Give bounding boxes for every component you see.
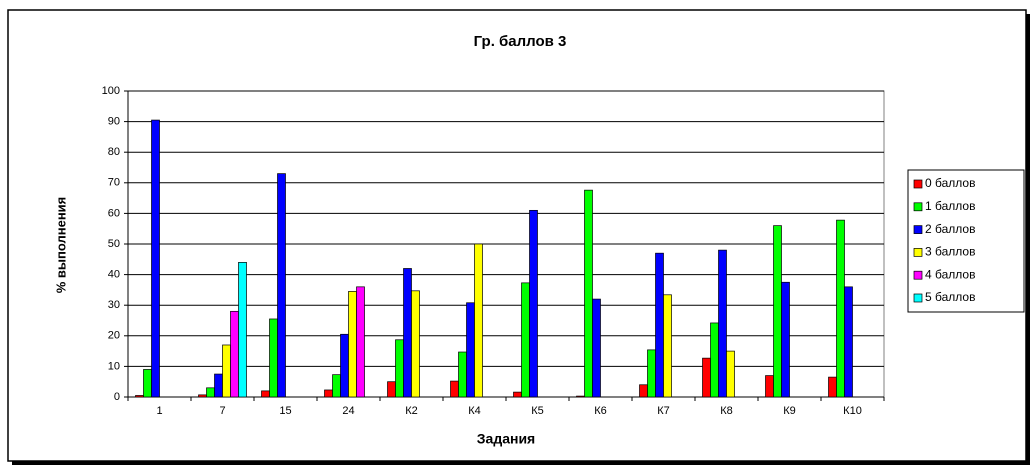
x-tick-label: К2 xyxy=(405,405,418,417)
legend-swatch xyxy=(913,270,923,280)
bar xyxy=(348,291,357,398)
bar xyxy=(513,391,522,398)
x-tick-label: 7 xyxy=(219,405,225,417)
legend-label: 0 баллов xyxy=(925,176,975,190)
bar xyxy=(458,351,467,398)
bar xyxy=(710,322,719,398)
bar xyxy=(450,380,459,398)
bar xyxy=(647,349,656,398)
x-tick-label: К7 xyxy=(657,405,670,417)
bar xyxy=(387,381,396,398)
bar xyxy=(261,390,270,398)
legend-swatch xyxy=(913,202,923,212)
bar xyxy=(773,225,782,398)
bar xyxy=(135,395,144,398)
bar xyxy=(765,375,774,398)
bar xyxy=(702,357,711,398)
x-tick-label: К5 xyxy=(531,405,544,417)
x-tick-label: 1 xyxy=(156,405,162,417)
bar xyxy=(395,339,404,398)
x-axis-label: Задания xyxy=(477,431,535,447)
legend-swatch xyxy=(913,293,923,303)
legend-box xyxy=(907,169,1025,313)
bar xyxy=(781,281,790,398)
legend-label: 4 баллов xyxy=(925,267,975,281)
x-tick-label: К10 xyxy=(843,405,862,417)
y-tick-label: 30 xyxy=(108,299,120,311)
bar xyxy=(836,219,845,398)
bar xyxy=(663,294,672,398)
y-tick-label: 0 xyxy=(114,391,120,403)
x-tick-label: 24 xyxy=(342,405,354,417)
y-tick-label: 70 xyxy=(108,177,120,189)
bar xyxy=(403,268,412,398)
y-tick-label: 80 xyxy=(108,146,120,158)
legend-label: 1 баллов xyxy=(925,199,975,213)
bar xyxy=(214,373,223,398)
bar xyxy=(592,298,601,398)
y-tick-label: 50 xyxy=(108,238,120,250)
y-tick-label: 90 xyxy=(108,116,120,128)
bar xyxy=(411,290,420,398)
bar xyxy=(466,302,475,398)
y-axis-label: % выполнения xyxy=(53,197,68,294)
legend-label: 2 баллов xyxy=(925,222,975,236)
bar xyxy=(332,374,341,398)
y-tick-label: 60 xyxy=(108,207,120,219)
legend-label: 3 баллов xyxy=(925,245,975,259)
bar xyxy=(206,387,215,398)
x-tick-label: К8 xyxy=(720,405,733,417)
bar xyxy=(576,395,585,398)
bar xyxy=(238,262,247,398)
bar xyxy=(198,394,207,398)
bar xyxy=(222,344,231,398)
bar xyxy=(718,249,727,398)
bar xyxy=(474,243,483,398)
bar xyxy=(584,189,593,398)
bar xyxy=(143,369,152,398)
bar xyxy=(230,310,239,398)
bar xyxy=(639,384,648,398)
x-tick-label: К4 xyxy=(468,405,481,417)
legend-swatch xyxy=(913,248,923,257)
x-tick-label: К6 xyxy=(594,405,607,417)
bar xyxy=(726,350,735,398)
bar xyxy=(340,333,349,398)
bar xyxy=(356,286,365,398)
x-tick-label: 15 xyxy=(279,405,291,417)
bar xyxy=(828,376,837,398)
bar xyxy=(529,209,538,398)
y-tick-label: 20 xyxy=(108,330,120,342)
y-tick-label: 40 xyxy=(108,269,120,281)
bar xyxy=(324,389,333,398)
chart-title: Гр. баллов 3 xyxy=(474,33,567,50)
bar xyxy=(655,252,664,398)
y-tick-label: 10 xyxy=(108,360,120,372)
bar xyxy=(521,282,530,398)
bar xyxy=(844,286,853,398)
x-tick-label: К9 xyxy=(783,405,796,417)
legend-swatch xyxy=(913,179,923,189)
y-tick-label: 100 xyxy=(102,85,120,97)
bar xyxy=(269,318,278,398)
bar xyxy=(277,173,286,398)
legend-swatch xyxy=(913,225,923,234)
bar xyxy=(151,119,160,398)
legend-label: 5 баллов xyxy=(925,290,975,304)
